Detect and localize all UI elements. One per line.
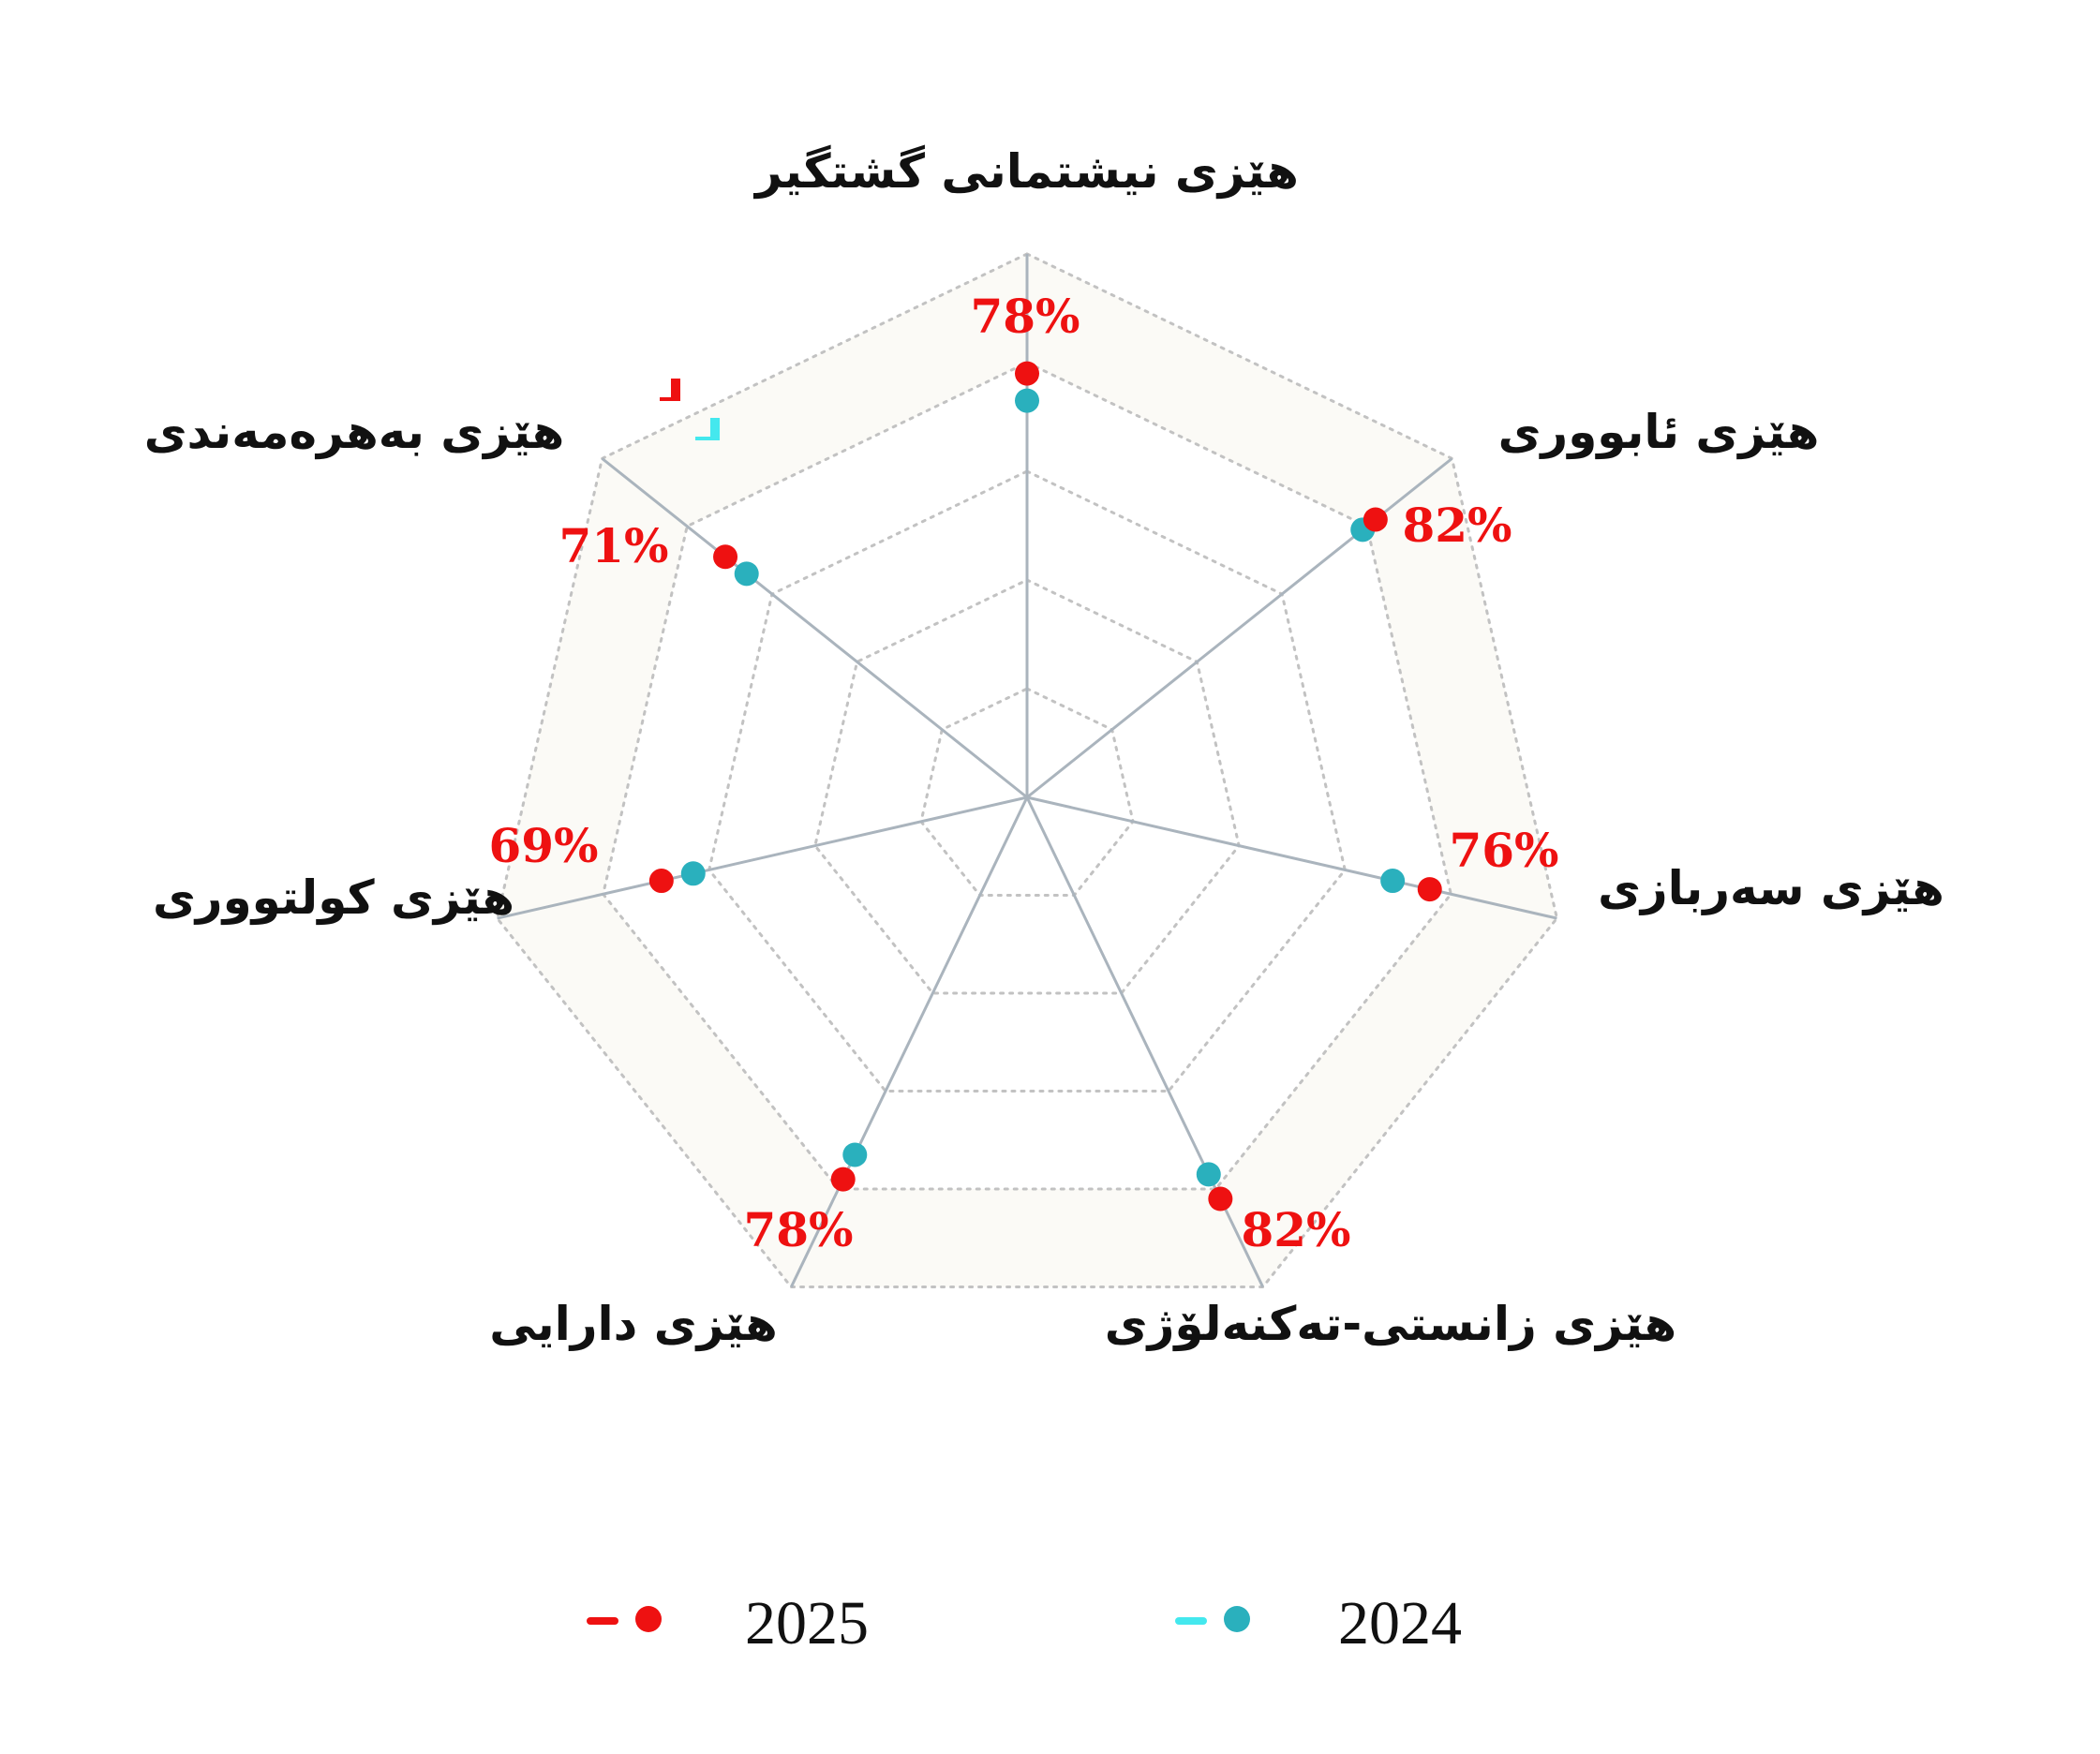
value-label-2025-6: 71% <box>559 518 668 573</box>
value-label-2025-5: 69% <box>488 818 598 873</box>
grid-ring-80 <box>602 361 1452 1191</box>
legend-item-2024: 2024 <box>1175 1589 1462 1657</box>
point-2024-0 <box>1015 388 1039 413</box>
value-label-2025-0: 78% <box>970 289 1080 344</box>
point-2024-3 <box>1196 1162 1221 1187</box>
stray-marker-2025 <box>660 379 680 401</box>
value-label-2025-4: 78% <box>743 1202 853 1257</box>
axis-label-1: هێزی ئابووری <box>1498 405 1820 460</box>
point-2024-4 <box>842 1142 868 1167</box>
series-layer <box>648 361 1442 1211</box>
legend: 2025 2024 <box>587 1589 1462 1657</box>
axis-label-2: هێزی سەربازی <box>1598 861 1944 916</box>
legend-label-2025: 2025 <box>745 1589 869 1657</box>
axis-labels-layer: هێزی نیشتمانی گشتگیر هێزی ئابووری هێزی سەر… <box>144 144 1944 1352</box>
point-2025-5 <box>648 869 674 894</box>
stray-marker-2024 <box>695 418 720 440</box>
point-2024-5 <box>680 861 706 886</box>
spoke-6 <box>601 457 1028 799</box>
legend-marker-2024 <box>1224 1606 1250 1632</box>
value-label-2025-1: 82% <box>1402 498 1512 553</box>
axis-label-6: هێزی بەهرەمەندی <box>144 405 565 460</box>
grid-ring-40 <box>813 578 1241 995</box>
point-2025-2 <box>1417 877 1442 902</box>
point-2024-6 <box>734 561 759 587</box>
grid-ring-100 <box>495 252 1559 1289</box>
point-2025-1 <box>1363 507 1388 532</box>
grid-ring-60 <box>707 469 1347 1093</box>
point-2024-2 <box>1380 869 1406 894</box>
value-label-2025-2: 76% <box>1449 823 1558 878</box>
legend-marker-2025 <box>635 1606 662 1632</box>
point-2025-6 <box>713 544 738 570</box>
spoke-5 <box>497 795 1028 920</box>
legend-label-2024: 2024 <box>1338 1589 1462 1657</box>
axis-label-5: هێزی کولتووری <box>153 870 514 926</box>
point-2025-4 <box>830 1167 856 1192</box>
axis-label-3: هێزی زانستی-تەکنەلۆژی <box>1105 1297 1676 1352</box>
axis-label-4: هێزی دارایی <box>489 1297 778 1352</box>
legend-item-2025: 2025 <box>587 1589 869 1657</box>
grid-ring-20 <box>919 687 1135 898</box>
axis-label-0: هێزی نیشتمانی گشتگیر <box>752 144 1299 200</box>
series-2025 <box>648 361 1442 1211</box>
point-2025-3 <box>1208 1186 1233 1211</box>
spoke-2 <box>1026 795 1557 920</box>
value-label-2025-3: 82% <box>1241 1202 1350 1257</box>
spoke-4 <box>789 796 1029 1288</box>
value-labels-layer: 78% 82% 76% 82% 78% 69% 71% <box>488 289 1558 1257</box>
point-2025-0 <box>1015 361 1039 386</box>
